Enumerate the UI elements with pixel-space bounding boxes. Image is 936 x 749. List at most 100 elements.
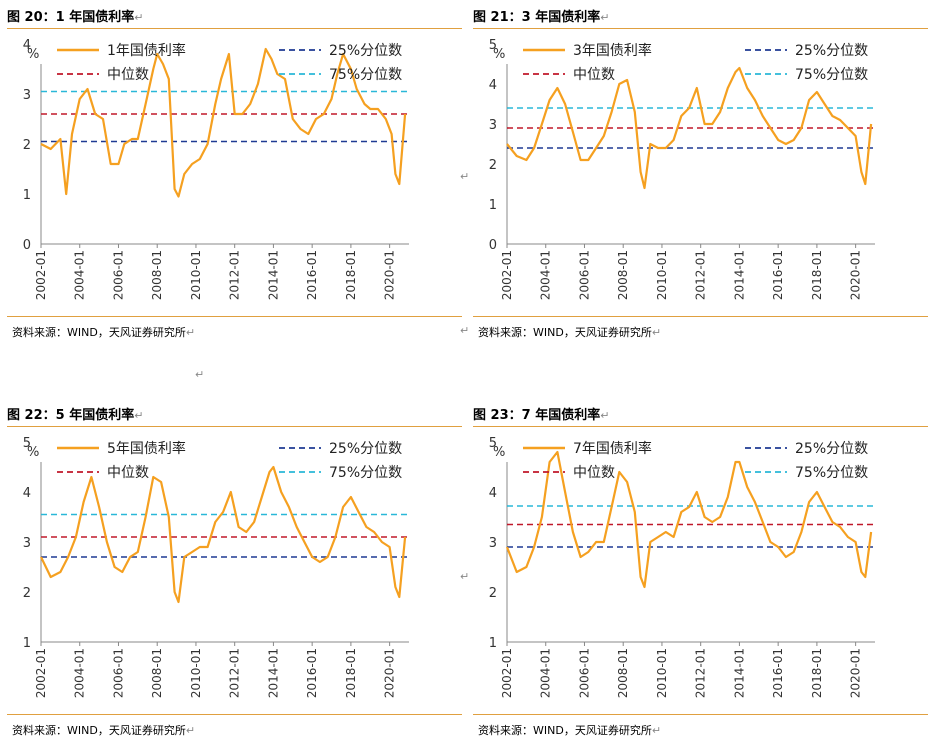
y-tick-label: 5 <box>489 38 497 53</box>
legend-label: 75%分位数 <box>329 67 402 83</box>
y-tick-label: 4 <box>489 486 497 501</box>
x-tick-label: 2014-01 <box>732 648 746 698</box>
legend-label: 7年国债利率 <box>573 440 652 457</box>
x-tick-label: 2016-01 <box>771 250 785 300</box>
legend-label: 中位数 <box>107 67 149 83</box>
y-tick-label: 3 <box>23 536 31 551</box>
x-tick-label: 2020-01 <box>383 648 397 698</box>
x-tick-label: 2010-01 <box>189 648 203 698</box>
source-rule <box>7 714 462 715</box>
title-rule <box>7 426 462 427</box>
y-tick-label: 3 <box>23 88 31 103</box>
x-tick-label: 2002-01 <box>34 250 48 300</box>
legend-label: 25%分位数 <box>329 441 402 457</box>
legend-label: 25%分位数 <box>795 441 868 457</box>
x-tick-label: 2002-01 <box>500 250 514 300</box>
x-tick-label: 2012-01 <box>694 250 708 300</box>
return-mark-icon: ↵ <box>134 11 144 24</box>
x-tick-label: 2004-01 <box>539 250 553 300</box>
y-axis-unit: % <box>27 445 39 460</box>
x-tick-label: 2016-01 <box>305 250 319 300</box>
x-tick-label: 2018-01 <box>344 250 358 300</box>
return-mark-icon: ↵ <box>460 570 470 583</box>
y-axis-unit: % <box>27 47 39 62</box>
chart-svg: % 0 1 2 3 4 2002-01 2004-01 2006-01 2008-01 2010-0… <box>23 38 409 300</box>
chart-svg: % 1 2 3 4 5 2002-01 2004-01 2006-01 2008-01 2010-0… <box>23 436 409 698</box>
y-tick-label: 2 <box>489 158 497 173</box>
y-tick-label: 3 <box>489 536 497 551</box>
x-tick-label: 2020-01 <box>849 648 863 698</box>
x-tick-label: 2002-01 <box>34 648 48 698</box>
return-mark-icon: ↵ <box>651 326 662 339</box>
y-tick-label: 1 <box>489 198 497 213</box>
chart-panel-5y: 图 22：5 年国债利率↵ % 1 2 3 4 5 2002-01 2004-01 2006-0… <box>7 400 467 740</box>
source-rule <box>473 316 928 317</box>
chart-svg: % 1 2 3 4 5 2002-01 2004-01 2006-01 2008-01 2010-0… <box>489 436 875 698</box>
y-tick-label: 5 <box>489 436 497 451</box>
title-rule <box>473 426 928 427</box>
source-note: 资料来源：WIND，天风证券研究所 <box>478 724 652 737</box>
x-tick-label: 2016-01 <box>771 648 785 698</box>
x-tick-label: 2006-01 <box>111 250 125 300</box>
x-tick-label: 2006-01 <box>577 250 591 300</box>
return-mark-icon: ↵ <box>185 326 196 339</box>
series-line <box>40 47 407 198</box>
series-line <box>506 66 873 190</box>
y-tick-label: 1 <box>23 636 31 651</box>
y-tick-label: 2 <box>23 138 31 153</box>
legend-label: 5年国债利率 <box>107 440 186 457</box>
x-tick-label: 2006-01 <box>577 648 591 698</box>
legend-label: 25%分位数 <box>329 43 402 59</box>
x-tick-label: 2004-01 <box>73 648 87 698</box>
x-tick-label: 2006-01 <box>111 648 125 698</box>
y-tick-label: 3 <box>489 118 497 133</box>
x-tick-label: 2012-01 <box>228 250 242 300</box>
x-tick-label: 2008-01 <box>616 250 630 300</box>
legend-label: 75%分位数 <box>795 67 868 83</box>
legend-label: 75%分位数 <box>329 465 402 481</box>
x-tick-label: 2004-01 <box>73 250 87 300</box>
y-tick-label: 5 <box>23 436 31 451</box>
x-tick-label: 2014-01 <box>266 648 280 698</box>
chart-panel-3y: 图 21：3 年国债利率↵ % 0 1 2 3 4 5 2002-01 2004-01 2006-… <box>473 2 933 342</box>
title-rule <box>7 28 462 29</box>
source-rule <box>473 714 928 715</box>
x-tick-label: 2008-01 <box>150 648 164 698</box>
return-mark-icon: ↵ <box>600 11 610 24</box>
y-tick-label: 1 <box>489 636 497 651</box>
return-mark-icon: ↵ <box>134 409 144 422</box>
y-tick-label: 0 <box>23 238 31 253</box>
x-tick-label: 2002-01 <box>500 648 514 698</box>
x-tick-label: 2018-01 <box>344 648 358 698</box>
chart-panel-7y: 图 23：7 年国债利率↵ % 1 2 3 4 5 2002-01 2004-01 2006-0… <box>473 400 933 740</box>
y-tick-label: 4 <box>23 486 31 501</box>
legend-label: 1年国债利率 <box>107 42 186 59</box>
source-note: 资料来源：WIND，天风证券研究所 <box>12 326 186 339</box>
x-tick-label: 2020-01 <box>383 250 397 300</box>
chart-panel-1y: 图 20：1 年国债利率↵ % 0 1 2 3 4 2002-01 2004-01 2006-0… <box>7 2 467 342</box>
source-note: 资料来源：WIND，天风证券研究所 <box>12 724 186 737</box>
legend-label: 25%分位数 <box>795 43 868 59</box>
legend-label: 中位数 <box>573 67 615 83</box>
x-tick-label: 2012-01 <box>228 648 242 698</box>
legend-label: 中位数 <box>573 465 615 481</box>
return-mark-icon: ↵ <box>651 724 662 737</box>
y-tick-label: 2 <box>489 586 497 601</box>
y-axis-unit: % <box>493 47 505 62</box>
return-mark-icon: ↵ <box>460 170 470 183</box>
x-tick-label: 2020-01 <box>849 250 863 300</box>
x-tick-label: 2014-01 <box>266 250 280 300</box>
chart-svg: % 0 1 2 3 4 5 2002-01 2004-01 2006-01 2008-01 2010-… <box>489 38 875 300</box>
chart-title: 图 23：7 年国债利率 <box>473 408 601 423</box>
return-mark-icon: ↵ <box>460 324 470 337</box>
source-note: 资料来源：WIND，天风证券研究所 <box>478 326 652 339</box>
return-mark-icon: ↵ <box>185 724 196 737</box>
y-axis-unit: % <box>493 445 505 460</box>
title-rule <box>473 28 928 29</box>
series-line <box>505 450 873 589</box>
x-tick-label: 2008-01 <box>616 648 630 698</box>
legend-label: 3年国债利率 <box>573 42 652 59</box>
x-tick-label: 2016-01 <box>305 648 319 698</box>
y-tick-label: 4 <box>489 78 497 93</box>
y-tick-label: 4 <box>23 38 31 53</box>
